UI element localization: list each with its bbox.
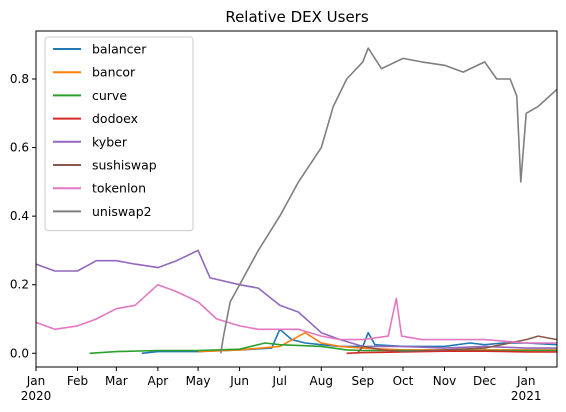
x-tick-label: Mar (105, 374, 128, 388)
x-tick-label: Jun (229, 374, 249, 388)
legend-box (44, 36, 194, 232)
x-tick-label: Dec (473, 374, 496, 388)
series-line-tokenlon (35, 283, 557, 344)
legend-label-curve: curve (92, 88, 127, 103)
series-line-dodoex (346, 350, 557, 355)
legend-label-kyber: kyber (92, 134, 128, 149)
y-tick-label: 0.0 (10, 346, 29, 360)
legend-label-uniswap2: uniswap2 (92, 204, 152, 219)
x-tick-label: Jan (516, 374, 536, 388)
x-tick-label: Aug (310, 374, 333, 388)
x-tick-year-label: 2021 (511, 389, 542, 403)
x-tick-label: Nov (433, 374, 456, 388)
x-tick-label: Sep (351, 374, 374, 388)
legend-label-bancor: bancor (92, 65, 136, 80)
y-tick-label: 0.2 (10, 278, 29, 292)
x-tick-label: May (186, 374, 211, 388)
legend-label-balancer: balancer (92, 42, 147, 57)
y-tick-label: 0.4 (10, 209, 29, 223)
series-line-sushiswap (356, 335, 558, 354)
x-tick-year-label: 2020 (21, 389, 52, 403)
legend: balancer bancor curve dodoex kyber sushiswap t… (44, 36, 194, 232)
y-tick-label: 0.6 (10, 141, 29, 155)
series-line-uniswap2 (220, 47, 558, 354)
legend-label-sushiswap: sushiswap (92, 158, 157, 173)
x-tick-label: Apr (147, 374, 168, 388)
x-tick-label: Oct (393, 374, 414, 388)
legend-label-dodoex: dodoex (92, 111, 138, 126)
chart-title: Relative DEX Users (225, 8, 369, 26)
x-tick-label: Jul (272, 374, 287, 388)
plot-lines (35, 47, 558, 355)
x-tick-label: Jan (26, 374, 46, 388)
y-tick-label: 0.8 (10, 72, 29, 86)
series-line-kyber (35, 249, 557, 349)
legend-label-tokenlon: tokenlon (92, 181, 146, 196)
x-tick-label: Feb (67, 374, 88, 388)
y-axis: 0.0 0.2 0.4 0.6 0.8 (10, 72, 36, 360)
plot-frame (35, 30, 558, 368)
